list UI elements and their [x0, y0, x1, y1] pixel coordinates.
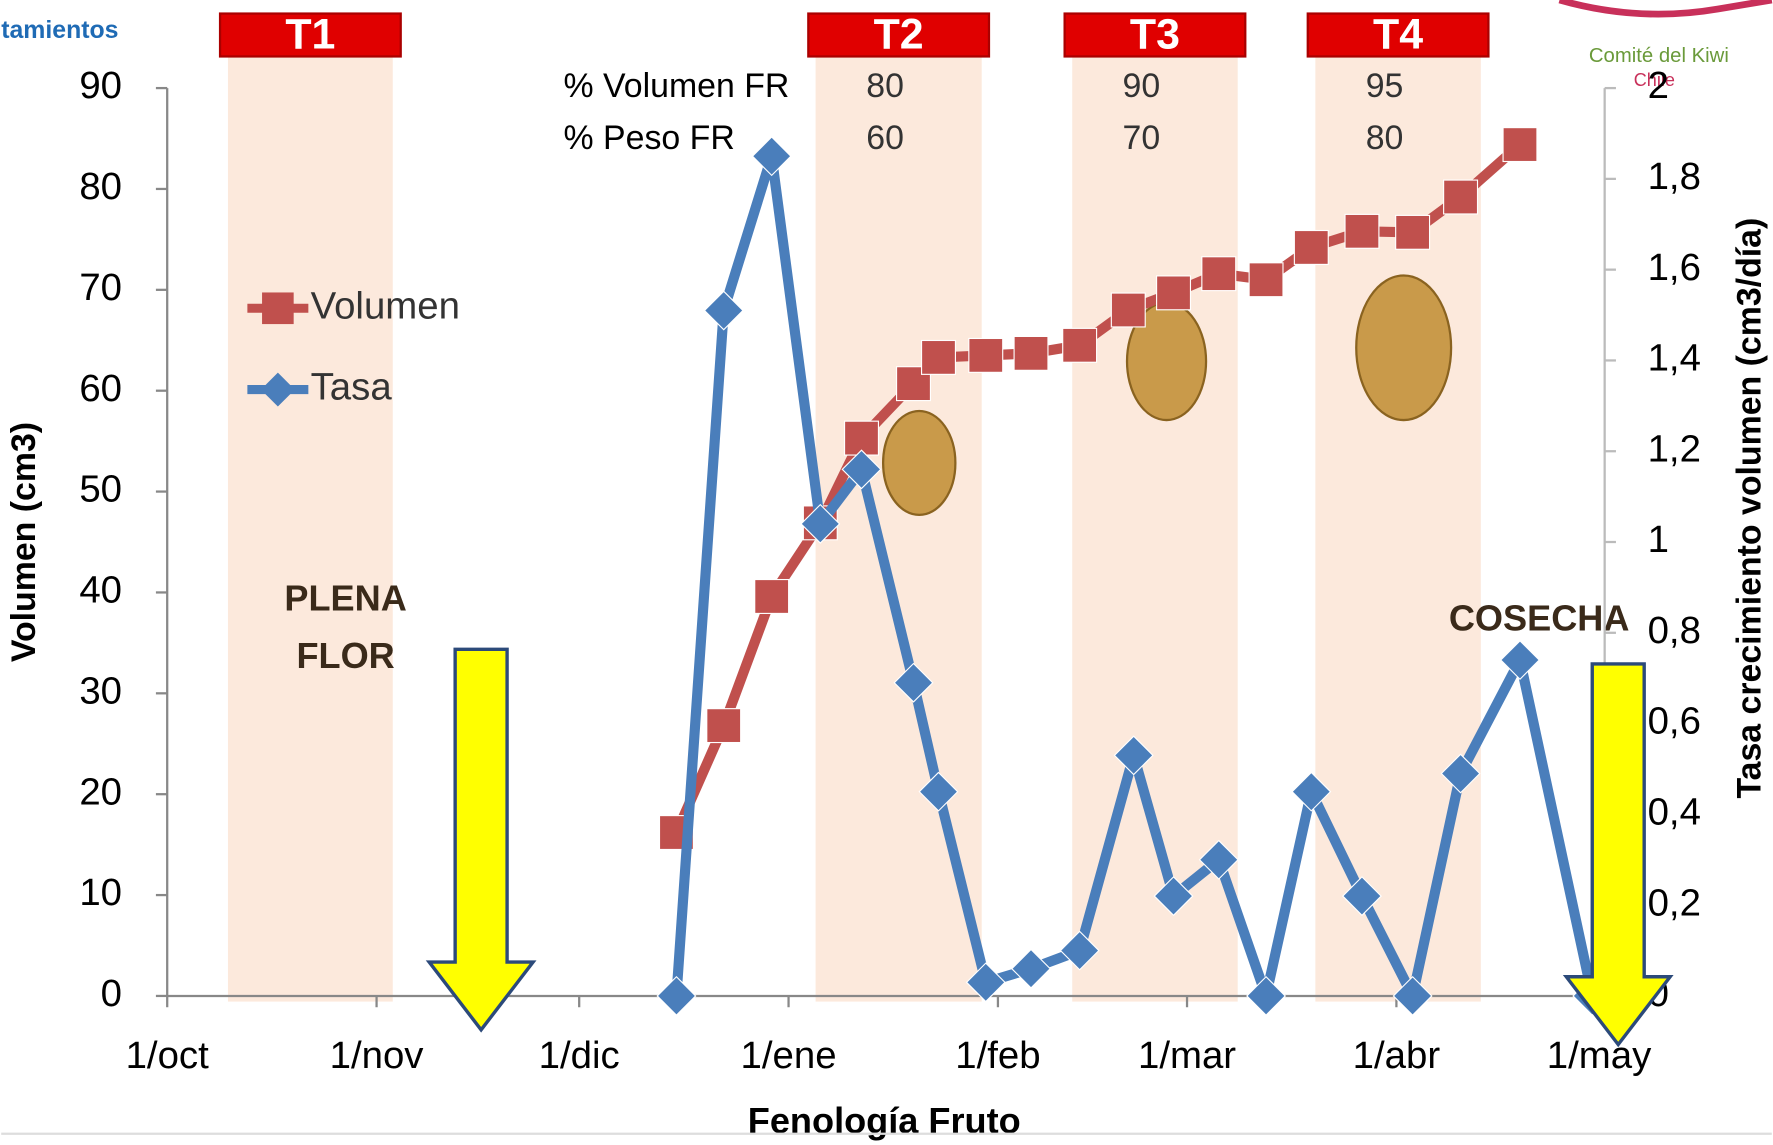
logo-text: Comité del Kiwi: [1589, 45, 1729, 67]
x-tick-label: 1/mar: [1138, 1034, 1236, 1077]
fr-value: 80: [866, 67, 904, 105]
marker: [918, 771, 959, 812]
fr-row-label: % Peso FR: [564, 119, 735, 157]
period-label: T1: [285, 11, 335, 59]
marker: [1201, 256, 1237, 292]
y-tick-label: 20: [79, 770, 122, 813]
marker: [1392, 975, 1433, 1016]
y2-tick-label: 1: [1648, 518, 1669, 561]
marker: [1013, 335, 1049, 371]
y2-axis-title: Tasa crecimiento volumen (cm3/día): [1730, 218, 1768, 799]
marker: [703, 290, 744, 331]
y-tick-label: 30: [79, 669, 122, 712]
y2-tick-label: 0,6: [1648, 700, 1701, 743]
kiwi-image: [881, 409, 957, 517]
logo-text: Chile: [1634, 70, 1675, 90]
x-axis-title: Fenología Fruto: [748, 1100, 1021, 1141]
y2-tick-label: 1,8: [1648, 155, 1701, 198]
period-band: [227, 50, 393, 1002]
period-tag: [1063, 12, 1247, 58]
marker: [800, 503, 841, 544]
arrow: [1562, 662, 1674, 1048]
marker: [1502, 127, 1538, 163]
fr-value: 70: [1123, 119, 1161, 157]
arrow: [425, 647, 537, 1033]
fr-value: 95: [1366, 67, 1404, 105]
marker: [968, 337, 1004, 373]
marker: [1153, 876, 1194, 917]
marker: [754, 578, 790, 614]
logo-swoosh: [1558, 0, 1773, 18]
x-tick-label: 1/feb: [955, 1034, 1040, 1077]
y2-tick-label: 0,4: [1648, 791, 1701, 834]
marker: [1113, 735, 1154, 776]
marker: [893, 662, 934, 703]
marker: [1248, 262, 1284, 298]
marker: [1293, 229, 1329, 265]
legend-label: Volumen: [311, 284, 460, 327]
y2-tick-label: 1,6: [1648, 246, 1701, 289]
legend-marker: [260, 372, 295, 407]
fr-value: 90: [1123, 67, 1161, 105]
annotation: FLOR: [296, 635, 394, 676]
fr-value: 80: [1366, 119, 1404, 157]
marker: [1059, 930, 1100, 971]
x-tick-label: 1/dic: [539, 1034, 620, 1077]
y-tick-label: 0: [101, 972, 122, 1015]
fr-row-label: % Volumen FR: [564, 67, 790, 105]
marker: [1443, 179, 1479, 215]
x-tick-label: 1/ene: [741, 1034, 837, 1077]
marker: [1011, 948, 1052, 989]
marker: [1291, 771, 1332, 812]
annotation: PLENA: [284, 577, 406, 618]
y-tick-label: 90: [79, 64, 122, 107]
legend-label: Tasa: [311, 366, 393, 409]
marker: [965, 962, 1006, 1003]
y-tick-label: 70: [79, 266, 122, 309]
y-tick-label: 10: [79, 871, 122, 914]
y2-tick-label: 2: [1648, 64, 1669, 107]
marker: [706, 708, 742, 744]
y2-tick-label: 0,2: [1648, 881, 1701, 924]
period-tag: [807, 12, 991, 58]
marker: [1395, 214, 1431, 250]
x-tick-label: 1/oct: [126, 1034, 210, 1077]
period-tag: [218, 12, 402, 58]
y2-tick-label: 0,8: [1648, 609, 1701, 652]
y-tick-label: 50: [79, 468, 122, 511]
annotation: COSECHA: [1449, 598, 1630, 639]
x-tick-label: 1/may: [1547, 1034, 1652, 1077]
y2-tick-label: 1,2: [1648, 427, 1701, 470]
y-axis-title: Volumen (cm3): [5, 422, 43, 662]
marker: [1341, 876, 1382, 917]
period-label: T2: [874, 11, 924, 59]
marker: [751, 136, 792, 177]
marker: [1344, 213, 1380, 249]
marker: [1500, 640, 1540, 681]
marker: [1246, 975, 1287, 1016]
marker: [1062, 327, 1098, 363]
legend-marker: [262, 292, 294, 325]
y-tick-label: 80: [79, 165, 122, 208]
corner-text: tamientos: [1, 17, 118, 44]
y-tick-label: 60: [79, 367, 122, 410]
marker: [1198, 839, 1239, 880]
marker: [656, 975, 697, 1016]
marker: [920, 339, 956, 375]
marker: [1156, 275, 1192, 311]
x-tick-label: 1/abr: [1353, 1034, 1441, 1077]
period-label: T4: [1373, 11, 1423, 59]
period-tag: [1306, 12, 1490, 58]
marker: [1110, 292, 1146, 328]
x-tick-label: 1/nov: [330, 1034, 425, 1077]
fr-value: 60: [866, 119, 904, 157]
period-label: T3: [1130, 11, 1180, 59]
y2-tick-label: 1,4: [1648, 337, 1701, 380]
marker: [841, 449, 882, 490]
marker: [1440, 753, 1481, 794]
y-tick-label: 40: [79, 569, 122, 612]
kiwi-image: [1355, 274, 1453, 422]
